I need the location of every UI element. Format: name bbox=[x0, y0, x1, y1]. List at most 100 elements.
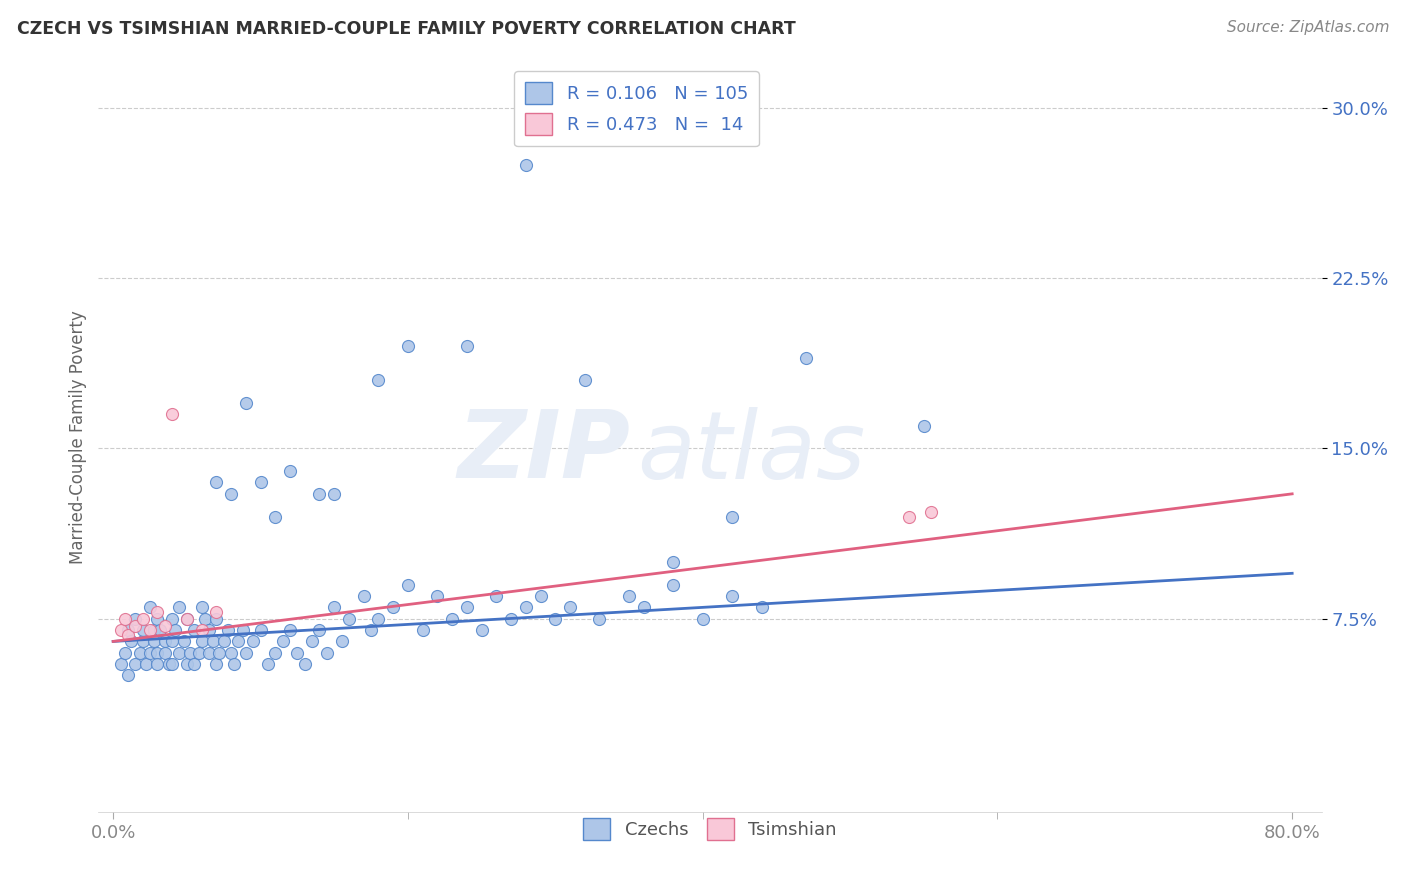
Point bbox=[485, 589, 508, 603]
Point bbox=[235, 396, 257, 410]
Point bbox=[898, 509, 921, 524]
Point bbox=[219, 646, 242, 660]
Point bbox=[139, 600, 162, 615]
Point bbox=[146, 657, 169, 672]
Point bbox=[456, 339, 478, 353]
Point bbox=[146, 612, 169, 626]
Point bbox=[692, 612, 714, 626]
Point bbox=[515, 600, 537, 615]
Point bbox=[190, 600, 212, 615]
Point bbox=[205, 605, 228, 619]
Point bbox=[337, 612, 360, 626]
Point bbox=[212, 634, 235, 648]
Point bbox=[114, 612, 136, 626]
Point bbox=[176, 612, 198, 626]
Point bbox=[278, 623, 301, 637]
Point bbox=[139, 646, 162, 660]
Text: CZECH VS TSIMSHIAN MARRIED-COUPLE FAMILY POVERTY CORRELATION CHART: CZECH VS TSIMSHIAN MARRIED-COUPLE FAMILY… bbox=[17, 20, 796, 37]
Point bbox=[153, 634, 176, 648]
Point bbox=[751, 600, 773, 615]
Point bbox=[165, 623, 187, 637]
Point bbox=[249, 475, 271, 490]
Point bbox=[124, 612, 146, 626]
Point bbox=[287, 646, 309, 660]
Point bbox=[558, 600, 581, 615]
Point bbox=[117, 668, 139, 682]
Point bbox=[499, 612, 522, 626]
Point bbox=[222, 657, 245, 672]
Point bbox=[242, 634, 264, 648]
Point bbox=[124, 618, 146, 632]
Point bbox=[160, 612, 183, 626]
Point bbox=[721, 589, 744, 603]
Point bbox=[617, 589, 640, 603]
Point bbox=[232, 623, 254, 637]
Point bbox=[128, 646, 150, 660]
Point bbox=[360, 623, 382, 637]
Point bbox=[183, 657, 205, 672]
Text: atlas: atlas bbox=[637, 407, 865, 498]
Point bbox=[323, 600, 346, 615]
Point bbox=[176, 657, 198, 672]
Point bbox=[139, 623, 162, 637]
Point bbox=[217, 623, 239, 637]
Point bbox=[117, 627, 139, 641]
Point bbox=[114, 646, 136, 660]
Point bbox=[456, 600, 478, 615]
Point bbox=[426, 589, 449, 603]
Point bbox=[544, 612, 567, 626]
Point bbox=[721, 509, 744, 524]
Point bbox=[131, 634, 153, 648]
Point bbox=[219, 487, 242, 501]
Point bbox=[169, 600, 191, 615]
Point bbox=[160, 657, 183, 672]
Point bbox=[131, 612, 153, 626]
Text: ZIP: ZIP bbox=[457, 406, 630, 498]
Point bbox=[169, 646, 191, 660]
Point bbox=[330, 634, 353, 648]
Point bbox=[198, 646, 221, 660]
Point bbox=[146, 605, 169, 619]
Point bbox=[794, 351, 817, 365]
Point bbox=[367, 612, 389, 626]
Point bbox=[193, 612, 215, 626]
Point bbox=[208, 646, 231, 660]
Point bbox=[173, 634, 195, 648]
Point bbox=[183, 623, 205, 637]
Point bbox=[205, 475, 228, 490]
Point bbox=[146, 646, 169, 660]
Point bbox=[353, 589, 375, 603]
Point bbox=[633, 600, 655, 615]
Point bbox=[124, 657, 146, 672]
Legend: Czechs, Tsimshian: Czechs, Tsimshian bbox=[576, 811, 844, 847]
Point bbox=[264, 646, 287, 660]
Point bbox=[662, 577, 685, 591]
Point bbox=[202, 634, 225, 648]
Point bbox=[153, 618, 176, 632]
Point bbox=[190, 634, 212, 648]
Point bbox=[382, 600, 405, 615]
Point bbox=[143, 634, 166, 648]
Point bbox=[264, 509, 287, 524]
Point bbox=[198, 623, 221, 637]
Point bbox=[149, 623, 172, 637]
Point bbox=[396, 577, 419, 591]
Point bbox=[249, 623, 271, 637]
Point bbox=[367, 373, 389, 387]
Point bbox=[110, 657, 132, 672]
Point bbox=[471, 623, 494, 637]
Point bbox=[190, 623, 212, 637]
Point bbox=[301, 634, 323, 648]
Point bbox=[323, 487, 346, 501]
Point bbox=[257, 657, 280, 672]
Point bbox=[920, 505, 942, 519]
Point bbox=[120, 634, 142, 648]
Point bbox=[153, 646, 176, 660]
Point bbox=[157, 657, 180, 672]
Point bbox=[205, 657, 228, 672]
Point bbox=[574, 373, 596, 387]
Text: Source: ZipAtlas.com: Source: ZipAtlas.com bbox=[1226, 20, 1389, 35]
Point bbox=[912, 418, 935, 433]
Point bbox=[131, 623, 153, 637]
Point bbox=[235, 646, 257, 660]
